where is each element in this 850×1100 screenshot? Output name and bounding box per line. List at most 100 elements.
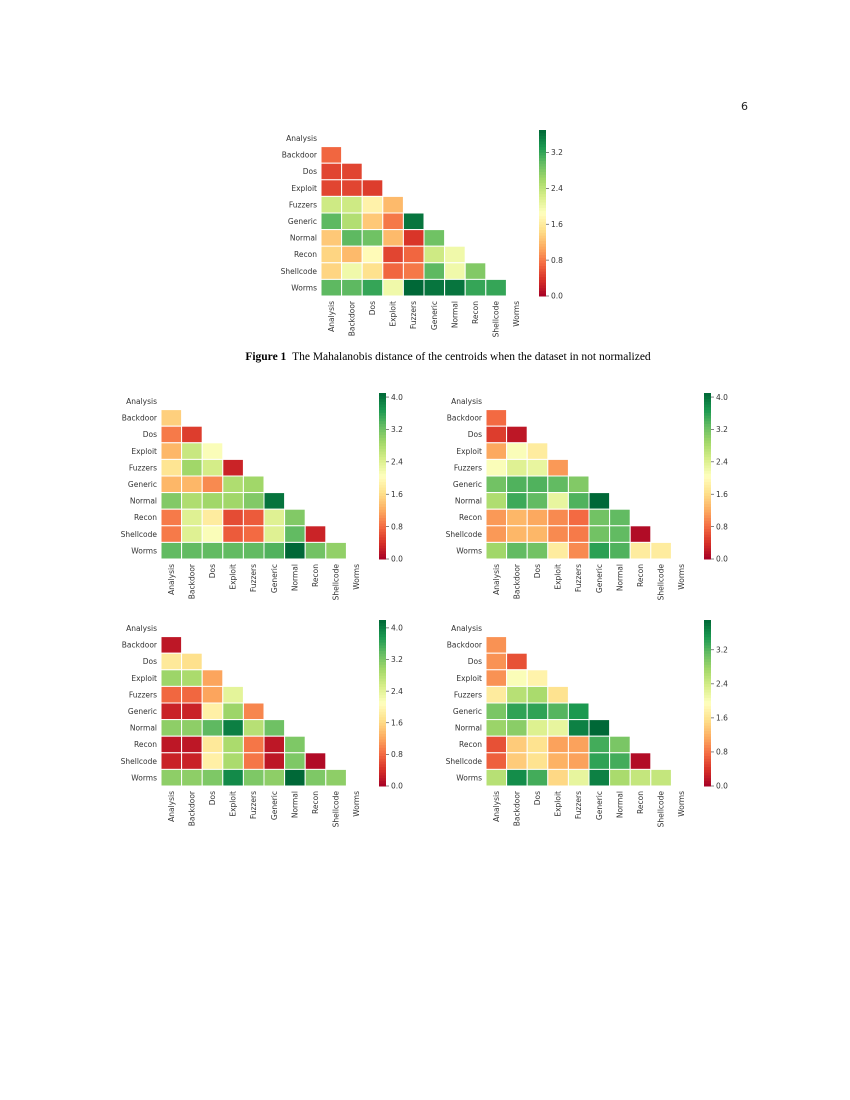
colorbar-segment	[539, 146, 546, 150]
x-tick-label: Worms	[352, 791, 361, 817]
colorbar-segment	[379, 412, 386, 416]
page-number: 6	[741, 100, 748, 113]
colorbar-segment	[379, 777, 386, 781]
colorbar-segment	[379, 705, 386, 710]
colorbar-tick-label: 0.8	[391, 750, 403, 759]
colorbar-segment	[704, 503, 711, 507]
colorbar-segment	[704, 514, 711, 518]
x-tick-label: Dos	[533, 791, 542, 805]
cell-recon-backdoor	[181, 508, 203, 527]
colorbar-segment	[539, 257, 546, 261]
cell-recon-dos	[201, 508, 224, 527]
colorbar-segment	[704, 484, 711, 488]
y-tick-label: Dos	[468, 657, 482, 666]
colorbar-segment	[379, 509, 386, 513]
colorbar-segment	[704, 738, 711, 743]
y-tick-label: Worms	[456, 773, 482, 782]
x-tick-label: Shellcode	[657, 791, 666, 828]
x-tick-label: Generic	[270, 564, 279, 593]
colorbar-segment	[379, 415, 386, 419]
colorbar-segment	[704, 506, 711, 510]
colorbar-segment	[379, 664, 386, 668]
colorbar-segment	[539, 157, 546, 161]
colorbar-segment	[704, 509, 711, 513]
colorbar-segment	[379, 498, 386, 502]
x-tick-label: Generic	[595, 564, 604, 593]
colorbar-segment	[539, 196, 546, 200]
cell-normal-exploit	[382, 229, 404, 247]
cell-normal-fuzzers	[242, 492, 265, 510]
colorbar-segment	[704, 661, 711, 665]
cell-exploit-analysis	[160, 442, 183, 460]
y-tick-label: Analysis	[126, 624, 157, 633]
y-tick-label: Dos	[143, 430, 157, 439]
cell-shellcode-generic	[263, 525, 286, 543]
x-tick-label: Recon	[471, 301, 480, 324]
colorbar-segment	[379, 755, 386, 759]
cell-normal-dos	[526, 719, 549, 737]
x-tick-label: Generic	[270, 791, 279, 820]
cell-worms-analysis	[160, 541, 183, 560]
cell-shellcode-dos	[201, 752, 224, 770]
colorbar-segment	[704, 539, 711, 543]
y-tick-label: Exploit	[291, 184, 317, 193]
cell-normal-fuzzers	[567, 719, 590, 737]
x-tick-label: Worms	[677, 791, 686, 817]
colorbar-segment	[539, 160, 546, 164]
cell-generic-analysis	[485, 475, 508, 494]
colorbar-segment	[379, 517, 386, 521]
colorbar-tick-label: 2.4	[391, 458, 403, 467]
y-tick-label: Normal	[455, 724, 482, 733]
x-tick-label: Dos	[208, 791, 217, 805]
colorbar-segment	[379, 478, 386, 483]
colorbar-segment	[539, 262, 546, 267]
colorbar-segment	[379, 711, 386, 715]
y-tick-label: Recon	[459, 740, 482, 749]
colorbar-segment	[539, 213, 546, 217]
colorbar-segment	[379, 700, 386, 704]
cell-worms-analysis	[320, 278, 343, 297]
colorbar-segment	[379, 738, 386, 743]
cell-shellcode-dos	[526, 525, 549, 543]
colorbar-segment	[704, 716, 711, 721]
cell-fuzzers-dos	[526, 458, 549, 477]
cell-generic-analysis	[160, 702, 183, 721]
cell-recon-exploit	[382, 245, 404, 264]
colorbar-segment	[704, 442, 711, 447]
colorbar-segment	[379, 780, 386, 784]
cell-generic-exploit	[382, 212, 404, 231]
colorbar-segment	[704, 689, 711, 693]
colorbar-segment	[539, 210, 546, 214]
colorbar-segment	[704, 448, 711, 452]
y-tick-label: Normal	[455, 497, 482, 506]
colorbar-segment	[539, 207, 546, 211]
colorbar-segment	[704, 744, 711, 748]
cell-generic-fuzzers	[402, 212, 425, 231]
colorbar-tick-label: 3.2	[391, 655, 403, 664]
cell-dos-analysis	[160, 425, 183, 444]
colorbar-segment	[704, 694, 711, 698]
cell-dos-backdoor	[181, 652, 203, 671]
colorbar-segment	[379, 393, 386, 397]
cell-worms-normal	[284, 768, 306, 787]
colorbar-segment	[704, 462, 711, 466]
y-tick-label: Dos	[143, 657, 157, 666]
colorbar-segment	[539, 276, 546, 280]
colorbar-segment	[379, 650, 386, 654]
colorbar-segment	[704, 650, 711, 654]
x-tick-label: Shellcode	[492, 301, 501, 338]
colorbar-segment	[379, 539, 386, 543]
colorbar-segment	[704, 736, 711, 740]
x-tick-label: Normal	[615, 564, 624, 591]
cell-recon-dos	[526, 735, 549, 754]
cell-worms-analysis	[485, 768, 508, 787]
cell-exploit-analysis	[485, 442, 508, 460]
colorbar-segment	[539, 221, 546, 225]
y-tick-label: Backdoor	[122, 641, 158, 650]
colorbar-segment	[704, 741, 711, 745]
colorbar-segment	[704, 398, 711, 402]
figure-label: Figure 1	[245, 351, 287, 363]
colorbar-segment	[379, 503, 386, 507]
x-tick-label: Recon	[311, 564, 320, 587]
x-tick-label: Analysis	[492, 791, 501, 822]
